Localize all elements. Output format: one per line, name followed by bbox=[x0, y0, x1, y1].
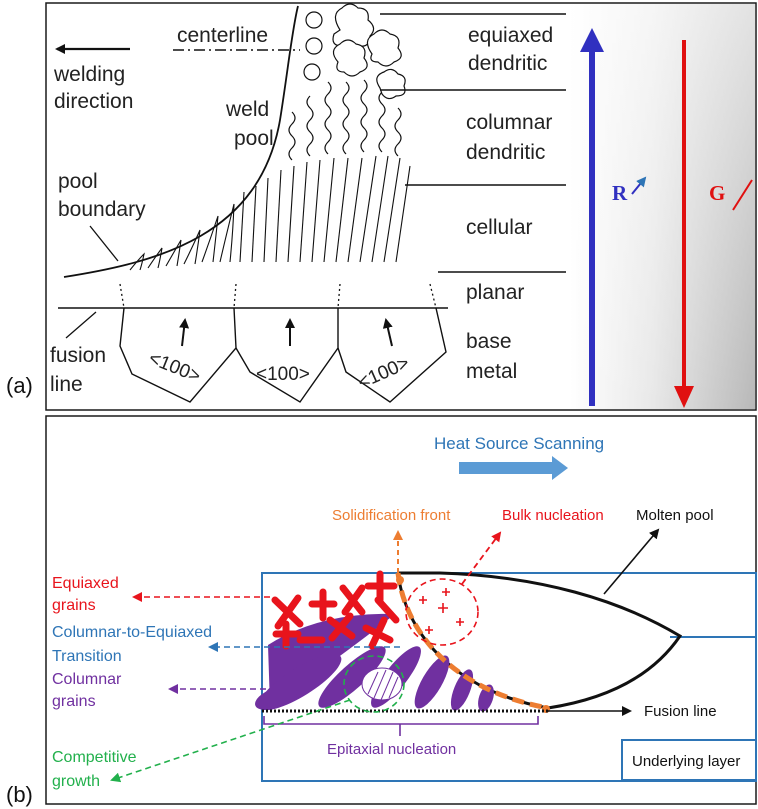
zone-base-metal-label: base metal bbox=[466, 330, 517, 383]
r-label: R bbox=[612, 181, 628, 205]
epitaxial-nucleation-label: Epitaxial nucleation bbox=[327, 741, 456, 758]
molten-pool-outline bbox=[398, 571, 683, 710]
pool-boundary-curve bbox=[63, 5, 299, 278]
equiaxed-dendrites bbox=[303, 3, 406, 100]
panel-a: welding direction centerline weld pool p… bbox=[6, 2, 757, 411]
orientation-label: <100> bbox=[256, 364, 310, 385]
panel-b: Heat Source Scanning Underlying layer bbox=[6, 415, 757, 807]
centerline-label: centerline bbox=[177, 24, 268, 47]
planar-cells bbox=[129, 203, 235, 271]
equiaxed-grains-label: Equiaxed grains bbox=[52, 575, 123, 614]
cet-label: Columnar-to-Equiaxed Transition bbox=[52, 624, 217, 665]
orientation-arrow bbox=[382, 318, 393, 347]
competitive-growth-label: Competitive growth bbox=[52, 749, 141, 790]
fusion-line-b-label: Fusion line bbox=[644, 703, 717, 720]
equiaxed-grains bbox=[271, 570, 400, 650]
zone-planar-label: planar bbox=[466, 281, 524, 304]
epitaxial-bracket bbox=[263, 716, 539, 725]
panel-b-label: (b) bbox=[6, 782, 33, 807]
base-metal-grains bbox=[119, 307, 447, 403]
underlying-layer-label: Underlying layer bbox=[632, 753, 740, 770]
solidification-front bbox=[395, 572, 549, 711]
competitive-growth-region bbox=[343, 655, 405, 713]
fusion-line-label: fusion line bbox=[50, 344, 112, 396]
build-box bbox=[261, 572, 757, 782]
zone-cellular-label: cellular bbox=[466, 216, 533, 239]
weld-pool-label: weld pool bbox=[225, 98, 275, 150]
bulk-nucleation-label: Bulk nucleation bbox=[502, 507, 604, 524]
cellular-structure bbox=[239, 155, 411, 263]
heat-source-arrow bbox=[459, 456, 568, 480]
columnar-grains-label: Columnar grains bbox=[52, 671, 126, 710]
zone-columnar-label: columnar dendritic bbox=[466, 111, 558, 164]
underlying-layer-box bbox=[621, 739, 757, 781]
heat-source-label: Heat Source Scanning bbox=[434, 434, 604, 453]
g-label: G bbox=[709, 181, 725, 205]
bulk-nucleation-region bbox=[405, 578, 479, 646]
pool-boundary-label: pool boundary bbox=[58, 170, 146, 221]
molten-pool-label: Molten pool bbox=[636, 507, 714, 524]
panel-a-label: (a) bbox=[6, 373, 33, 398]
zone-equiaxed-label: equiaxed dendritic bbox=[468, 24, 559, 75]
columnar-dendrites bbox=[288, 79, 402, 161]
zone-dividers bbox=[380, 13, 566, 273]
solidification-front-label: Solidification front bbox=[332, 507, 451, 524]
orientation-arrow bbox=[179, 318, 190, 347]
welding-direction-label: welding direction bbox=[53, 63, 133, 113]
